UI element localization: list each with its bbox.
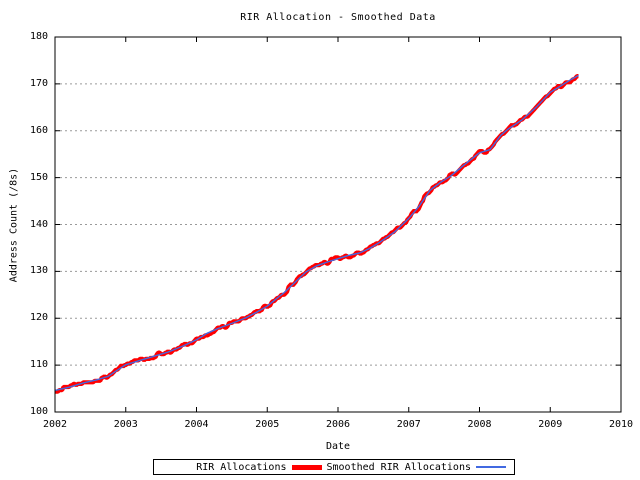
legend-sample-smoothed-line — [476, 466, 506, 468]
y-tick-label-140: 140 — [29, 218, 48, 230]
legend-label-smoothed: Smoothed RIR Allocations — [326, 461, 472, 473]
legend-sample-raw-line — [291, 464, 322, 470]
x-tick-label-2003: 2003 — [113, 419, 138, 430]
y-tick-label-110: 110 — [29, 359, 48, 371]
x-tick-label-2006: 2006 — [325, 419, 351, 430]
raw-series-line — [55, 73, 579, 394]
y-tick-label-170: 170 — [29, 77, 48, 89]
x-tick-label-2007: 2007 — [396, 419, 421, 430]
x-tick-label-2009: 2009 — [538, 419, 563, 430]
chart-title: RIR Allocation - Smoothed Data — [240, 12, 436, 23]
x-tick-label-2004: 2004 — [184, 419, 209, 430]
x-tick-label-2008: 2008 — [467, 419, 492, 430]
x-tick-label-2010: 2010 — [608, 419, 634, 430]
y-tick-label-130: 130 — [29, 265, 48, 277]
y-tick-label-160: 160 — [29, 124, 48, 136]
y-tick-label-150: 150 — [29, 171, 48, 183]
x-tick-label-2002: 2002 — [42, 419, 68, 430]
y-tick-label-100: 100 — [29, 406, 48, 417]
y-tick-label-180: 180 — [29, 31, 48, 42]
legend: RIR Allocations Smoothed RIR Allocations — [153, 459, 515, 475]
y-tick-label-120: 120 — [29, 312, 48, 324]
x-tick-label-2005: 2005 — [255, 419, 280, 430]
legend-label-raw: RIR Allocations — [196, 461, 287, 473]
x-axis-label: Date — [325, 441, 351, 452]
smoothed-series-line — [54, 74, 579, 392]
